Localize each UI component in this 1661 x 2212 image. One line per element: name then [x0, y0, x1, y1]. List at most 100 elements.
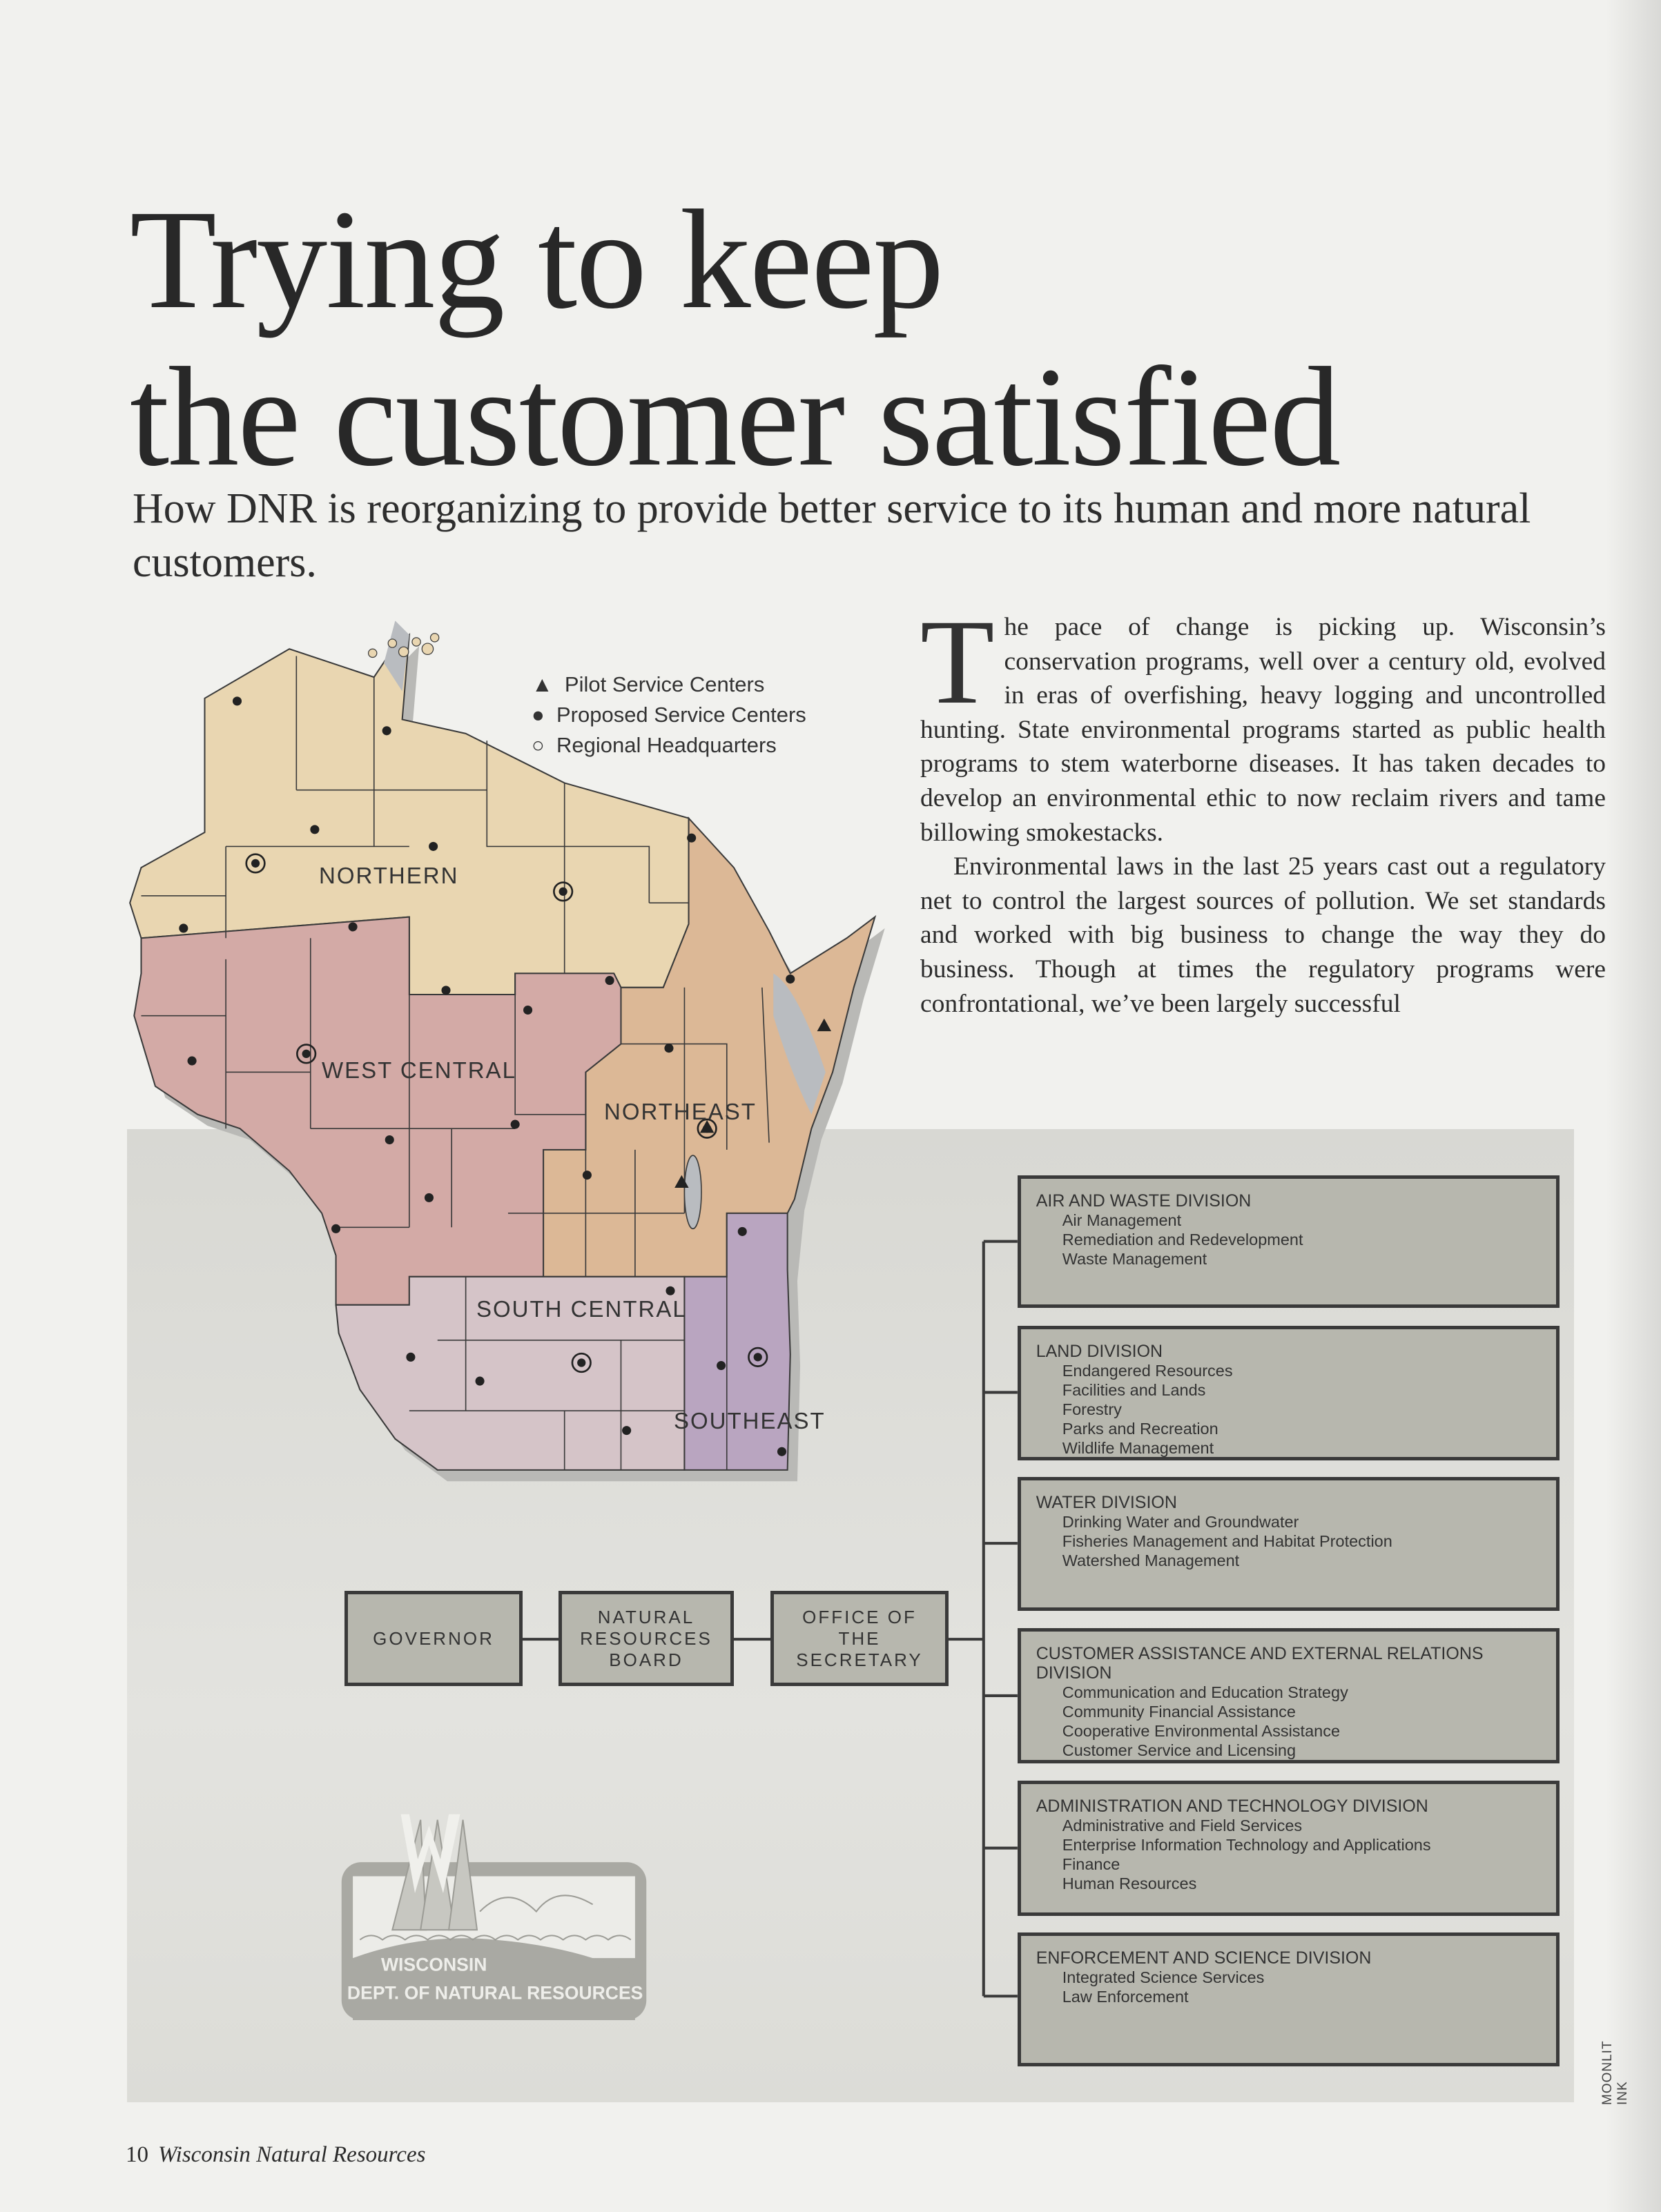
proposed-center-dot	[777, 1447, 787, 1456]
division-title: WATER DIVISION	[1036, 1493, 1177, 1513]
division-unit: Administrative and Field Services	[1062, 1816, 1303, 1834]
division-box: WATER DIVISION Drinking Water and Groundw…	[1017, 1477, 1560, 1612]
label-west-central: WEST CENTRAL	[322, 1057, 516, 1083]
division-title: AIR AND WASTE DIVISION	[1036, 1191, 1252, 1211]
proposed-center-dot	[523, 1005, 533, 1015]
map-legend: ▲ Pilot Service Centers ● Proposed Servi…	[532, 669, 806, 761]
proposed-center-dot	[737, 1226, 747, 1236]
logo-line-1: WISCONSIN	[381, 1954, 487, 1975]
org-box-governor: GOVERNOR	[344, 1591, 523, 1686]
proposed-center-dot	[582, 1171, 592, 1180]
legend-proposed-label: Proposed Service Centers	[556, 703, 806, 727]
regional-hq-circle	[697, 1118, 717, 1139]
proposed-center-dot	[666, 1286, 675, 1295]
legend-pilot: ▲ Pilot Service Centers	[532, 669, 806, 700]
division-unit: Drinking Water and Groundwater	[1062, 1513, 1299, 1531]
paragraph-1-text: he pace of change is picking up. Wiscons…	[920, 613, 1606, 847]
division-unit: Human Resources	[1062, 1874, 1197, 1892]
pilot-center-triangle	[817, 1018, 832, 1032]
dot-icon: ●	[532, 703, 545, 727]
pilot-center-triangle	[674, 1175, 689, 1188]
proposed-center-dot	[605, 976, 614, 986]
division-unit: Parks and Recreation	[1062, 1420, 1218, 1438]
proposed-center-dot	[406, 1352, 416, 1362]
proposed-center-dot	[717, 1361, 726, 1371]
division-title: ENFORCEMENT AND SCIENCE DIVISION	[1036, 1948, 1372, 1968]
division-unit: Finance	[1062, 1854, 1120, 1873]
proposed-center-dot	[429, 841, 438, 851]
chequamegon-bay	[384, 620, 409, 692]
region-south-central	[335, 1275, 686, 1471]
org-box-label: OFFICE OF THE SECRETARY	[796, 1606, 923, 1670]
division-unit: Remediation and Redevelopment	[1062, 1230, 1303, 1249]
regional-hq-dot	[577, 1358, 586, 1367]
logo-line-2: DEPT. OF NATURAL RESOURCES	[347, 1982, 643, 2003]
dnr-logo: WISCONSIN DEPT. OF NATURAL RESOURCES	[341, 1814, 647, 2021]
proposed-center-dot	[441, 986, 451, 995]
proposed-center-dot	[687, 833, 697, 843]
division-unit: Communication and Education Strategy	[1062, 1683, 1348, 1701]
regional-hq-dot	[558, 887, 567, 896]
division-unit: Wildlife Management	[1062, 1439, 1214, 1458]
proposed-center-dot	[424, 1193, 434, 1202]
division-unit: Facilities and Lands	[1062, 1381, 1206, 1400]
label-northeast: NORTHEAST	[604, 1099, 757, 1124]
proposed-center-dot	[510, 1119, 520, 1129]
regional-hq-circle	[553, 881, 574, 902]
county-lines	[141, 656, 770, 1470]
apostle-islands	[367, 633, 440, 658]
proposed-center-dot	[331, 1224, 341, 1233]
proposed-center-dot	[310, 825, 320, 834]
region-southeast	[683, 1212, 791, 1471]
illustration-credit: MOONLIT INK	[1600, 2040, 1630, 2105]
title-line-2: the customer satisfied	[130, 337, 1341, 496]
division-title: ADMINISTRATION AND TECHNOLOGY DIVISION	[1036, 1796, 1428, 1816]
page-edge-shadow	[1606, 0, 1661, 2212]
division-unit: Integrated Science Services	[1062, 1968, 1265, 1987]
division-unit: Customer Service and Licensing	[1062, 1741, 1296, 1759]
triangle-icon: ▲	[532, 672, 553, 696]
proposed-center-dot	[187, 1056, 197, 1066]
legend-pilot-label: Pilot Service Centers	[564, 672, 765, 696]
division-unit: Community Financial Assistance	[1062, 1702, 1296, 1721]
green-bay-water	[773, 973, 826, 1115]
legend-proposed: ● Proposed Service Centers	[532, 700, 806, 730]
pilot-center-triangle	[699, 1119, 715, 1133]
proposed-center-dot	[622, 1426, 632, 1436]
proposed-center-dot	[179, 923, 188, 933]
circle-icon: ○	[532, 733, 545, 757]
division-unit: Endangered Resources	[1062, 1362, 1233, 1380]
regional-hq-dot	[251, 859, 260, 868]
regional-hq-circle	[296, 1044, 317, 1064]
division-unit: Fisheries Management and Habitat Protect…	[1062, 1532, 1392, 1551]
proposed-center-dot	[232, 696, 242, 706]
division-title: LAND DIVISION	[1036, 1342, 1163, 1362]
drop-cap: T	[920, 595, 995, 730]
article-title: Trying to keep the customer satisfied	[130, 180, 1341, 496]
regional-hq-dot	[753, 1353, 762, 1362]
label-south-central: SOUTH CENTRAL	[476, 1296, 687, 1322]
regional-hq-circle	[748, 1347, 768, 1367]
proposed-center-dot	[348, 922, 358, 932]
label-northern: NORTHERN	[319, 863, 459, 888]
regional-hq-circle	[571, 1352, 592, 1373]
org-chart-connectors	[522, 1240, 1018, 1998]
magazine-name: Wisconsin Natural Resources	[158, 2142, 426, 2167]
regional-hq-dot	[302, 1049, 311, 1059]
division-unit: Forestry	[1062, 1400, 1122, 1419]
division-unit: Cooperative Environmental Assistance	[1062, 1721, 1341, 1740]
proposed-center-dot	[664, 1044, 674, 1053]
division-box: AIR AND WASTE DIVISION Air Management Reme…	[1017, 1175, 1560, 1308]
page-number: 10	[126, 2142, 148, 2167]
paragraph-2: Environmental laws in the last 25 years …	[920, 852, 1606, 1018]
org-box-label: NATURAL RESOURCES BOARD	[580, 1606, 712, 1670]
proposed-center-dot	[385, 1135, 394, 1145]
division-title: CUSTOMER ASSISTANCE AND EXTERNAL RELATIO…	[1036, 1643, 1484, 1683]
legend-hq-label: Regional Headquarters	[556, 733, 777, 757]
division-box: ADMINISTRATION AND TECHNOLOGY DIVISION Ad…	[1017, 1780, 1560, 1916]
label-southeast: SOUTHEAST	[674, 1408, 826, 1433]
title-line-1: Trying to keep	[130, 180, 944, 338]
